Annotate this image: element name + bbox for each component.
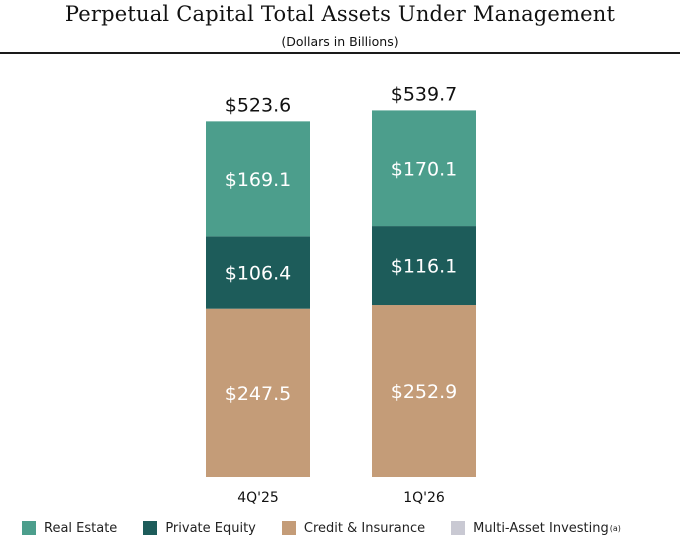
bar-segment-credit-and-insurance-1 (372, 305, 476, 477)
chart-subtitle: (Dollars in Billions) (281, 34, 399, 49)
data-label-private-equity-0: $106.4 (225, 263, 291, 285)
bar-segment-credit-and-insurance-0 (206, 308, 310, 477)
legend-item-multi-asset-investing: Multi-Asset Investing (a) (451, 521, 621, 536)
total-label-0: $523.6 (225, 94, 291, 116)
total-label-1: $539.7 (391, 83, 457, 105)
data-label-real-estate-1: $170.1 (391, 158, 457, 180)
legend-label-private-equity: Private Equity (165, 520, 256, 536)
chart-legend: Real Estate Private Equity Credit & Insu… (22, 518, 647, 538)
bar-segment-private-equity-0 (206, 236, 310, 309)
data-label-real-estate-0: $169.1 (225, 169, 291, 191)
title-divider (0, 52, 680, 54)
chart-title: Perpetual Capital Total Assets Under Man… (64, 2, 616, 26)
bar-segment-real-estate-0 (206, 121, 310, 237)
legend-swatch-real-estate (22, 521, 36, 535)
bar-segment-private-equity-1 (372, 226, 476, 306)
data-label-credit-and-insurance-0: $247.5 (225, 383, 291, 405)
legend-swatch-multi-asset-investing (451, 521, 466, 535)
legend-item-credit-insurance: Credit & Insurance (281, 520, 426, 536)
legend-footnote-marker: (a) (609, 523, 621, 533)
legend-label-real-estate: Real Estate (44, 520, 118, 536)
bar-segment-real-estate-1 (372, 110, 476, 227)
legend-swatch-credit-insurance (281, 521, 296, 535)
legend-swatch-private-equity (143, 521, 158, 535)
data-label-private-equity-1: $116.1 (391, 256, 457, 278)
data-label-credit-and-insurance-1: $252.9 (391, 381, 457, 403)
x-tick-label-1: 1Q'26 (403, 490, 445, 506)
stacked-bar-chart: $247.5 $106.4 $169.1 $523.6 4Q'25 $252.9 $116.… (206, 83, 476, 506)
legend-label-multi-asset-investing: Multi-Asset Investing (473, 520, 609, 536)
legend-item-private-equity: Private Equity (143, 521, 256, 536)
legend-item-real-estate: Real Estate (22, 521, 117, 536)
x-tick-label-0: 4Q'25 (237, 490, 279, 506)
legend-label-credit-insurance: Credit & Insurance (303, 520, 426, 536)
